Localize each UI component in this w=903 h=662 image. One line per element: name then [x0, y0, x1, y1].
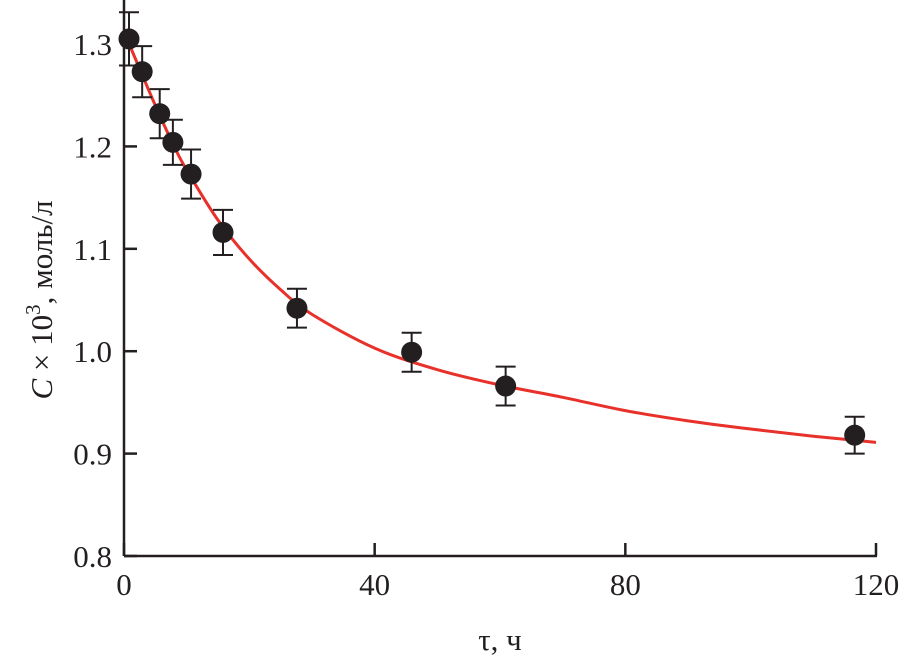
- data-point: [118, 28, 140, 50]
- data-point-group: [131, 45, 153, 99]
- data-point-group: [844, 415, 866, 455]
- y-axis-multiplier: × 10: [24, 315, 59, 379]
- data-point: [162, 131, 184, 153]
- data-point: [495, 375, 517, 397]
- data-point: [180, 163, 202, 185]
- y-axis-exponent: 3: [21, 304, 45, 315]
- data-point: [401, 341, 423, 363]
- data-point-group: [286, 287, 308, 329]
- data-point-group: [212, 208, 234, 256]
- y-axis-title: C × 103, моль/л: [21, 200, 59, 399]
- y-tick-label: 1.3: [73, 27, 112, 62]
- data-point: [131, 61, 153, 83]
- y-axis-variable: C: [24, 379, 59, 400]
- data-point: [286, 297, 308, 319]
- data-point-group: [180, 148, 202, 200]
- x-tick-label: 120: [853, 567, 900, 602]
- data-point: [212, 221, 234, 243]
- data-point: [844, 424, 866, 446]
- data-point-group: [162, 118, 184, 166]
- data-point: [149, 103, 171, 125]
- data-point-group: [118, 11, 140, 67]
- y-axis-unit: , моль/л: [24, 200, 59, 304]
- y-tick-label: 0.8: [73, 539, 112, 574]
- y-tick-label: 1.0: [73, 334, 112, 369]
- axes: [122, 0, 877, 558]
- x-tick-label: 80: [610, 567, 641, 602]
- y-tick-label: 1.1: [73, 232, 112, 267]
- x-tick-label: 40: [359, 567, 390, 602]
- y-tick-label: 1.2: [73, 129, 112, 164]
- x-tick-label: 0: [116, 567, 132, 602]
- x-axis-title: τ, ч: [478, 622, 522, 657]
- data-point-group: [495, 365, 517, 407]
- y-tick-label: 0.9: [73, 437, 112, 472]
- data-point-group: [401, 331, 423, 373]
